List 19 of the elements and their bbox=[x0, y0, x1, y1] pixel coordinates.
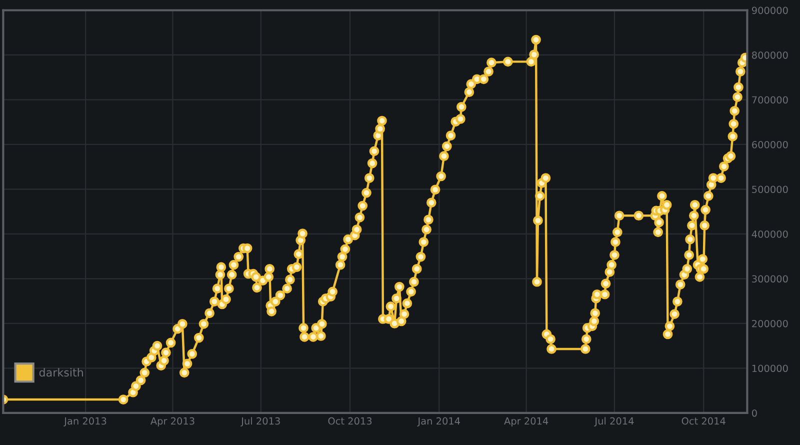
x-tick-label: Jan 2014 bbox=[417, 417, 460, 426]
y-tick-label: 600000 bbox=[752, 140, 788, 148]
y-tick-label: 300000 bbox=[752, 275, 788, 283]
x-tick-label: Oct 2013 bbox=[328, 417, 372, 425]
y-tick-label: 500000 bbox=[752, 186, 788, 194]
x-tick-label: Jul 2013 bbox=[240, 417, 280, 426]
y-tick-label: 400000 bbox=[752, 230, 788, 238]
y-tick-label: 0 bbox=[752, 409, 757, 417]
x-tick-label: Jul 2014 bbox=[594, 417, 634, 426]
y-tick-label: 900000 bbox=[752, 6, 788, 14]
y-tick-label: 100000 bbox=[752, 364, 788, 372]
x-tick-label: Oct 2014 bbox=[682, 417, 726, 425]
x-tick-label: Jan 2013 bbox=[64, 417, 106, 426]
y-tick-label: 700000 bbox=[752, 96, 788, 104]
legend-label: darksith bbox=[39, 368, 83, 377]
x-tick-label: Apr 2014 bbox=[504, 417, 548, 427]
y-tick-label: 800000 bbox=[752, 51, 788, 59]
y-tick-label: 200000 bbox=[752, 320, 788, 328]
x-tick-label: Apr 2013 bbox=[150, 417, 194, 427]
